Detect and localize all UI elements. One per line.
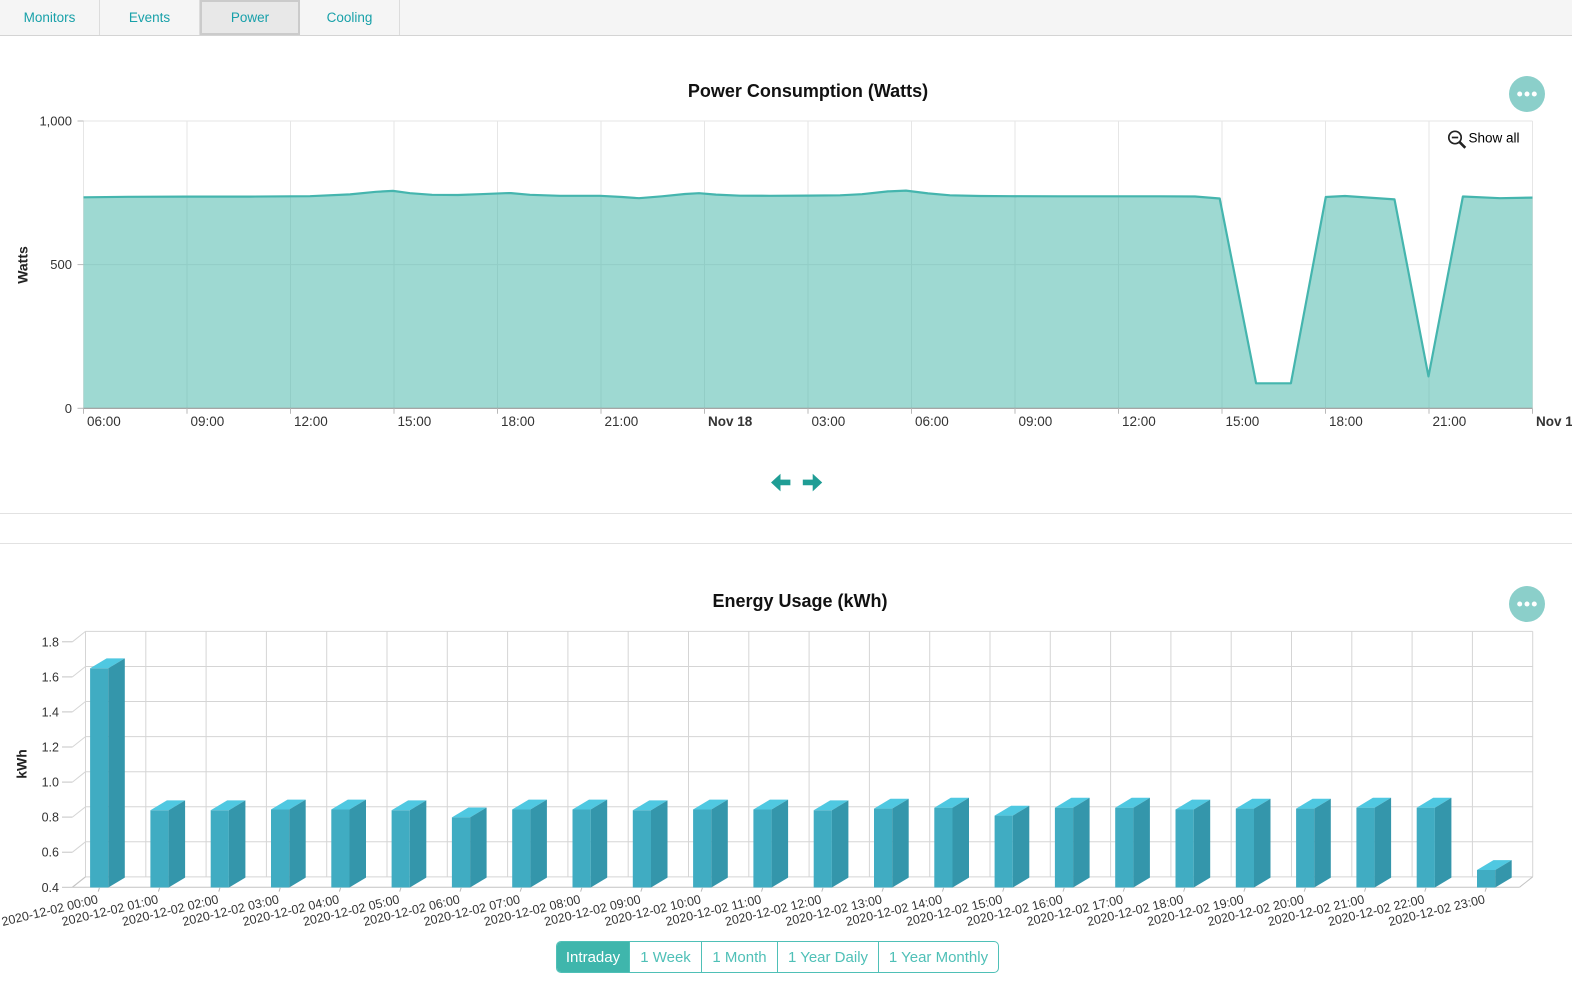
svg-text:18:00: 18:00: [1329, 414, 1363, 429]
svg-text:500: 500: [50, 257, 72, 272]
svg-text:06:00: 06:00: [915, 414, 949, 429]
svg-text:1.4: 1.4: [42, 705, 59, 719]
svg-text:03:00: 03:00: [812, 414, 846, 429]
svg-text:0.4: 0.4: [42, 881, 59, 895]
svg-text:21:00: 21:00: [1433, 414, 1467, 429]
svg-text:1.2: 1.2: [42, 741, 59, 755]
svg-text:0: 0: [65, 401, 72, 416]
svg-text:Energy Usage (kWh): Energy Usage (kWh): [712, 591, 887, 611]
svg-text:15:00: 15:00: [1226, 414, 1260, 429]
svg-text:12:00: 12:00: [294, 414, 328, 429]
svg-text:1.0: 1.0: [42, 776, 59, 790]
svg-text:Watts: Watts: [14, 246, 30, 284]
svg-text:1,000: 1,000: [39, 114, 72, 129]
svg-text:09:00: 09:00: [191, 414, 225, 429]
svg-text:Show all: Show all: [1469, 131, 1520, 146]
svg-text:21:00: 21:00: [605, 414, 639, 429]
svg-text:kWh: kWh: [13, 749, 29, 779]
svg-text:06:00: 06:00: [87, 414, 121, 429]
svg-text:1.6: 1.6: [42, 670, 59, 684]
svg-text:12:00: 12:00: [1122, 414, 1156, 429]
svg-text:18:00: 18:00: [501, 414, 535, 429]
svg-text:0.6: 0.6: [42, 846, 59, 860]
svg-text:15:00: 15:00: [398, 414, 432, 429]
svg-text:1.8: 1.8: [42, 635, 59, 649]
svg-text:Nov 19: Nov 19: [1536, 414, 1572, 429]
svg-text:Power Consumption (Watts): Power Consumption (Watts): [688, 81, 928, 101]
svg-text:09:00: 09:00: [1019, 414, 1053, 429]
svg-text:Nov 18: Nov 18: [708, 414, 753, 429]
svg-text:0.8: 0.8: [42, 811, 59, 825]
